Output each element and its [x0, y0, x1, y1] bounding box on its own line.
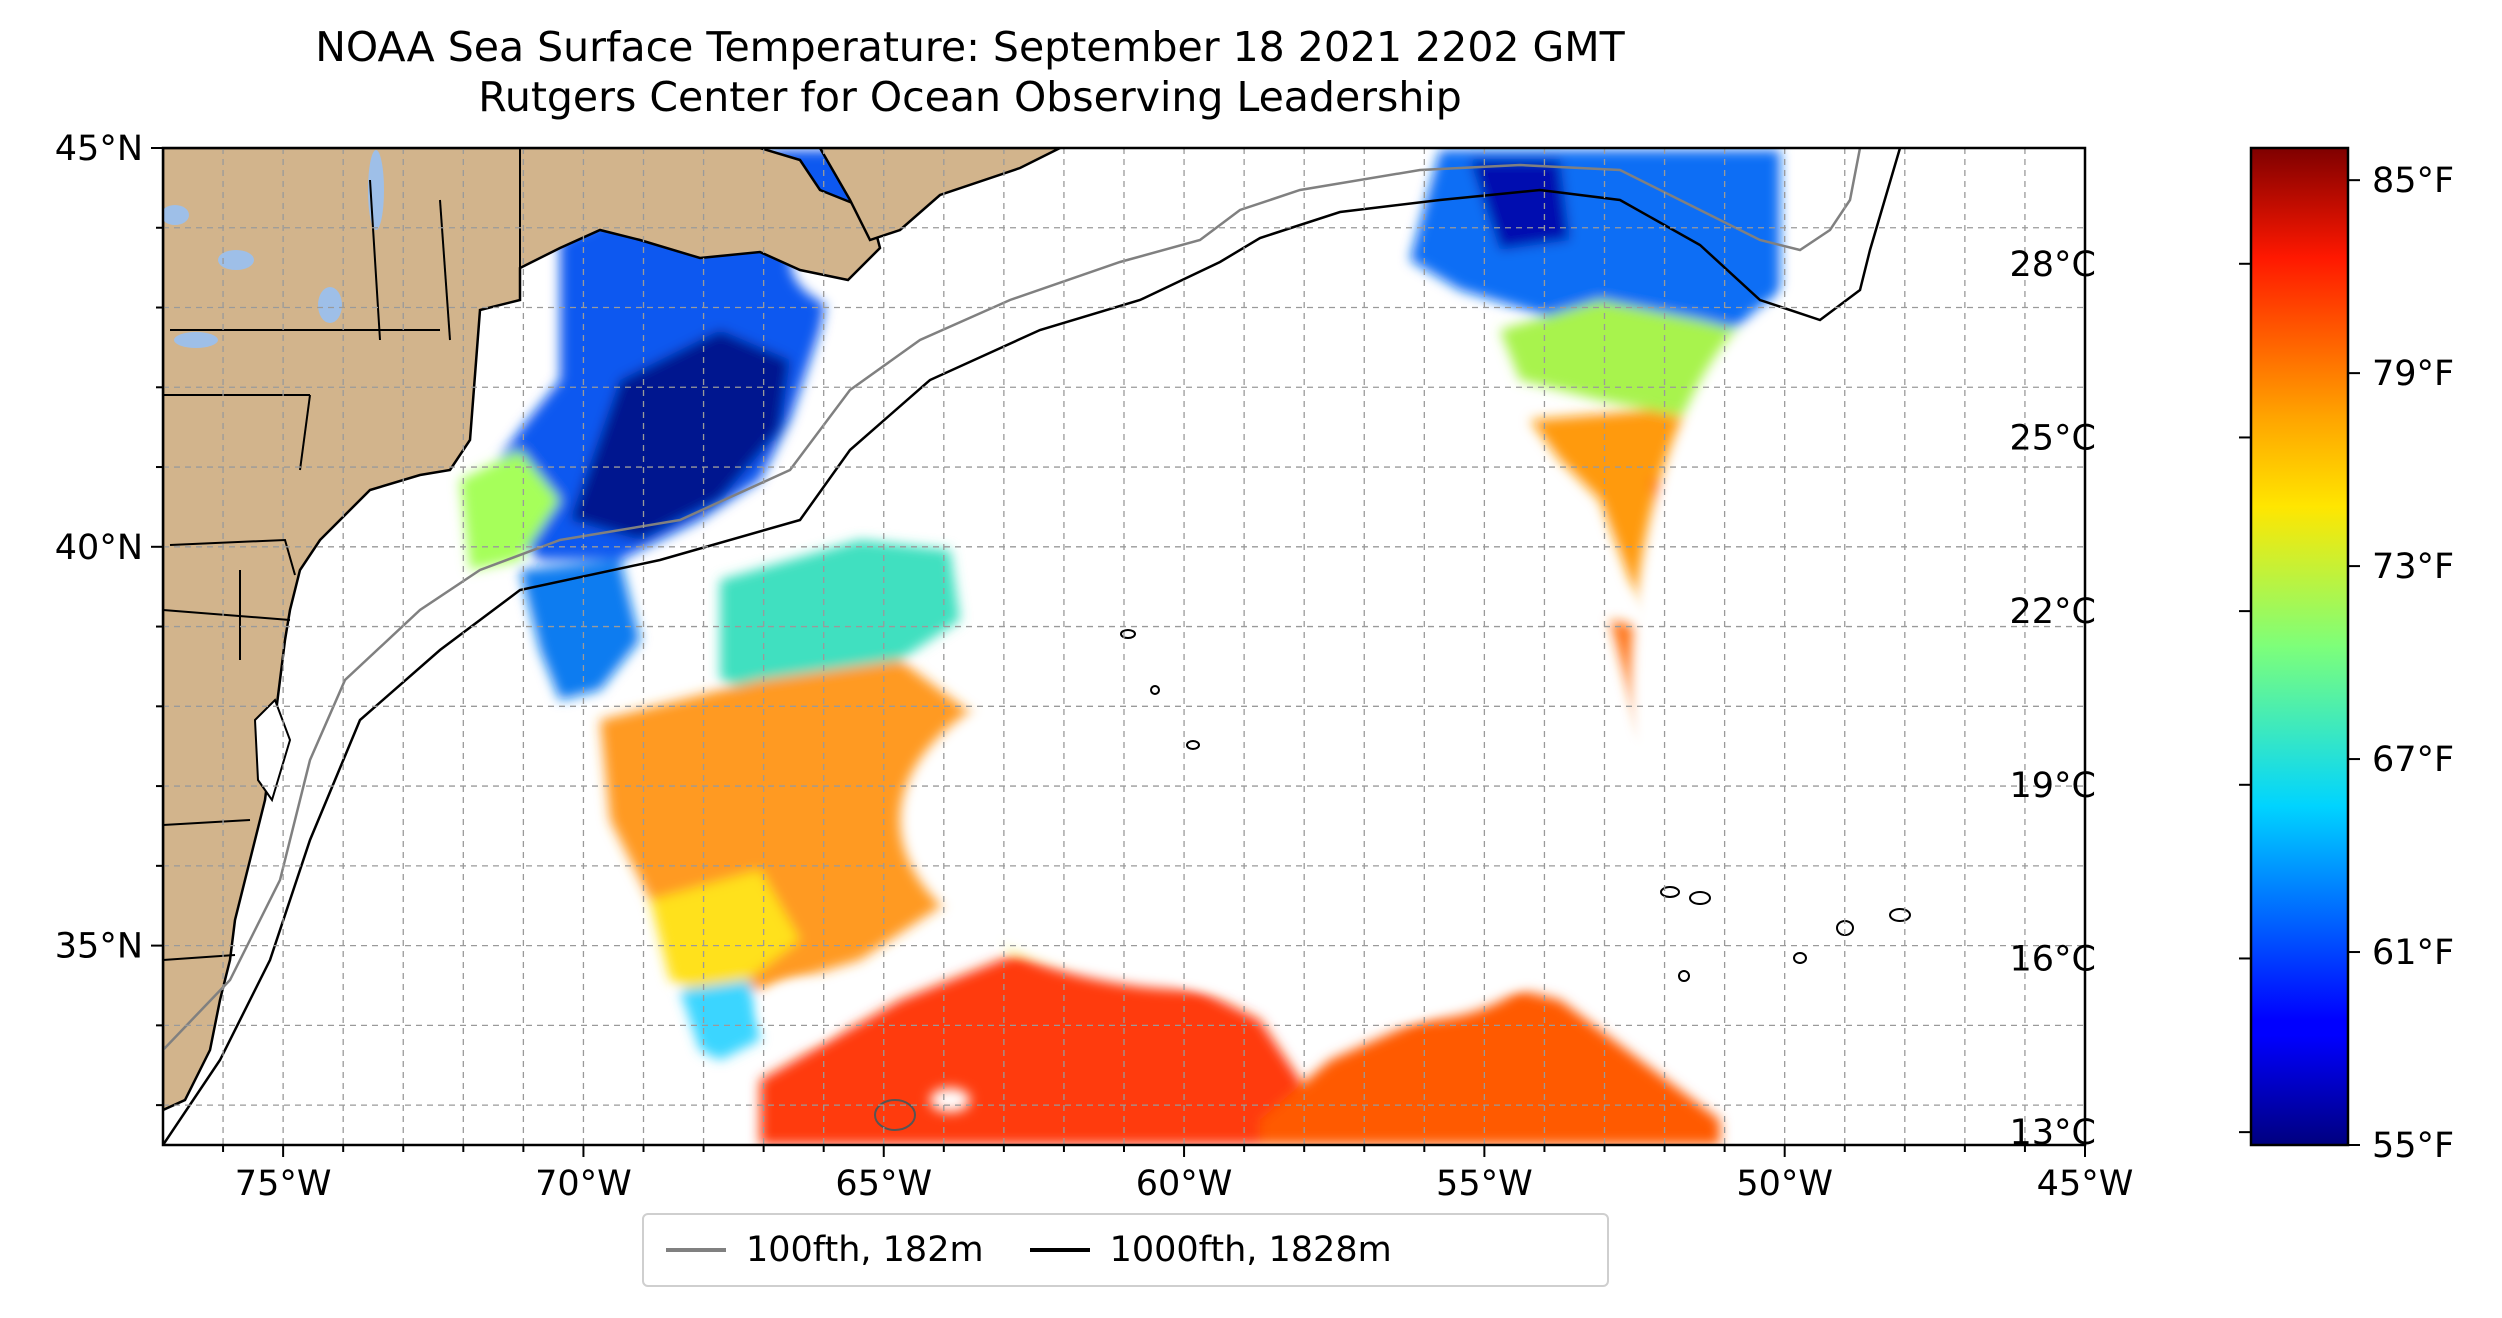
- colorbar-label-f: 73°F: [2372, 547, 2454, 587]
- title-line-2: Rutgers Center for Ocean Observing Leade…: [478, 73, 1462, 121]
- land: [163, 148, 1061, 1112]
- sst-shelf-south: [520, 560, 640, 700]
- x-tick-label: 75°W: [235, 1164, 332, 1204]
- sst-sne-shelf: [460, 450, 560, 570]
- chesapeake-bay: [253, 698, 292, 803]
- y-tick-label: 35°N: [55, 927, 143, 967]
- sst-coldest-core: [570, 330, 790, 540]
- sst-slope-yellow: [650, 870, 800, 1000]
- gridlines: [163, 148, 2085, 1145]
- seamounts: [874, 629, 1911, 1131]
- colorbar-label-c: 25°C: [2010, 418, 2096, 458]
- colorbar-label-c: 22°C: [2010, 592, 2096, 632]
- legend-label-1000fth: 1000fth, 1828m: [1109, 1230, 1392, 1270]
- colorbar-label-f: 85°F: [2372, 161, 2454, 201]
- y-tick-labels: 35°N 40°N 45°N: [55, 129, 143, 967]
- colorbar-label-f: 55°F: [2372, 1126, 2454, 1166]
- colorbar-label-c: 28°C: [2010, 245, 2096, 285]
- colorbar-label-c: 13°C: [2010, 1113, 2096, 1153]
- axis-ticks: [151, 147, 2086, 1157]
- colorbar-label-f: 67°F: [2372, 740, 2454, 780]
- map-title: NOAA Sea Surface Temperature: September …: [0, 22, 1940, 122]
- legend-swatch-1000fth: [1029, 1248, 1090, 1252]
- legend: 100fth, 182m 1000fth, 1828m: [642, 1213, 1609, 1287]
- x-tick-label: 45°W: [2037, 1164, 2134, 1204]
- y-tick-label: 45°N: [55, 129, 143, 169]
- nova-scotia-land: [818, 148, 1061, 242]
- sst-gulf-stream-east: [1260, 980, 1720, 1145]
- colorbar: [2249, 146, 2350, 1147]
- x-tick-label: 55°W: [1436, 1164, 1533, 1204]
- x-tick-label: 65°W: [835, 1164, 932, 1204]
- isobath-1000fth: [163, 148, 1902, 1145]
- x-tick-label: 70°W: [535, 1164, 632, 1204]
- title-line-1: NOAA Sea Surface Temperature: September …: [315, 23, 1625, 71]
- sst-slope-cyan: [680, 980, 760, 1060]
- colorbar-label-f: 79°F: [2372, 354, 2454, 394]
- legend-item-100fth: 100fth, 182m: [644, 1230, 984, 1270]
- colorbar-label-f: 61°F: [2372, 933, 2454, 973]
- colorbar-ticks: [2239, 179, 2360, 1146]
- x-tick-labels: 75°W 70°W 65°W 60°W 55°W 50°W 45°W: [235, 1164, 2134, 1204]
- us-coast-land: [163, 148, 882, 1112]
- x-tick-label: 50°W: [1736, 1164, 1833, 1204]
- legend-swatch-100fth: [666, 1248, 726, 1252]
- colorbar-label-c: 19°C: [2010, 766, 2096, 806]
- state-borders: [163, 148, 521, 961]
- isobath-100fth: [163, 148, 1862, 1051]
- legend-label-100fth: 100fth, 182m: [746, 1230, 984, 1270]
- colorbar-tick-labels: 55°F 61°F 67°F 73°F 79°F 85°F 13°C 16°C 19°C 22°C…: [2010, 161, 2455, 1166]
- y-tick-label: 40°N: [55, 528, 143, 568]
- legend-item-1000fth: 1000fth, 1828m: [1008, 1230, 1392, 1270]
- lakes: [163, 150, 384, 348]
- map-area: [163, 148, 2085, 1145]
- colorbar-label-c: 16°C: [2010, 939, 2096, 979]
- x-tick-label: 60°W: [1136, 1164, 1233, 1204]
